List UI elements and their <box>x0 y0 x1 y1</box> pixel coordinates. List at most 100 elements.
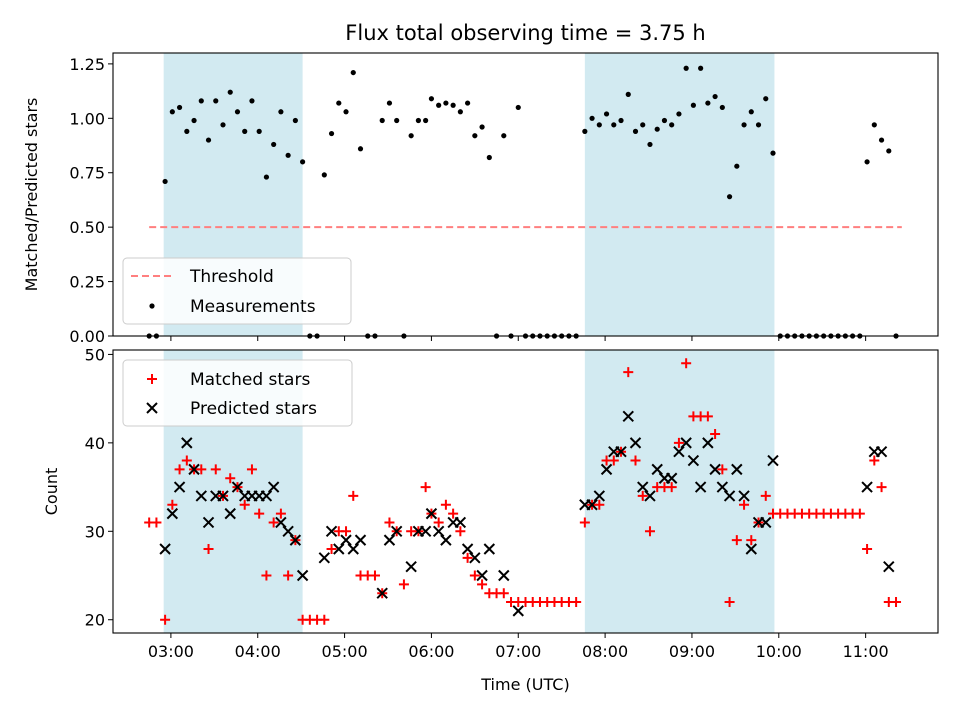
measurement-point <box>640 122 646 128</box>
matched-star-marker <box>608 455 619 466</box>
measurement-point <box>336 100 342 106</box>
y-tick-label: 1.00 <box>69 109 105 128</box>
measurement-point <box>328 130 335 137</box>
predicted-star-marker <box>687 454 700 467</box>
x-tick-label: 07:00 <box>495 642 541 661</box>
legend-matched-label: Matched stars <box>190 370 310 390</box>
predicted-star-marker <box>354 534 367 546</box>
matched-star-marker <box>455 526 466 537</box>
matched-star-marker <box>644 526 655 537</box>
predicted-star-marker <box>202 516 215 529</box>
measurement-point <box>596 122 602 128</box>
measurement-point <box>647 141 653 148</box>
matched-star-marker <box>275 508 286 519</box>
measurement-point <box>436 102 442 108</box>
measurement-point <box>408 133 414 139</box>
predicted-star-marker <box>260 490 273 502</box>
measurement-point <box>249 98 255 104</box>
measurement-point <box>589 115 595 121</box>
predicted-star-marker <box>586 499 598 511</box>
matched-star-marker <box>196 464 207 475</box>
matched-star-marker <box>261 570 272 581</box>
measurement-point <box>162 178 168 185</box>
predicted-star-marker <box>267 481 280 493</box>
y-tick-label: 30 <box>85 522 105 541</box>
measurement-point <box>632 128 639 134</box>
x-tick-label: 10:00 <box>756 642 802 661</box>
top-series-layer <box>146 65 902 339</box>
predicted-star-marker <box>469 552 481 564</box>
predicted-star-marker <box>875 445 888 458</box>
measurement-point <box>450 102 456 108</box>
matched-star-marker <box>384 517 395 528</box>
measurement-point <box>350 69 356 76</box>
matched-star-marker <box>579 517 590 528</box>
matched-star-marker <box>167 499 178 510</box>
predicted-star-marker <box>723 490 736 502</box>
matched-star-marker <box>181 455 192 466</box>
matched-star-marker <box>268 517 279 528</box>
measurement-point <box>582 128 588 134</box>
measurement-point <box>457 109 463 115</box>
matched-star-marker <box>666 482 677 493</box>
measurement-point <box>191 117 197 124</box>
predicted-star-marker <box>644 490 656 502</box>
y-tick-label: 0.25 <box>69 273 105 292</box>
predicted-star-marker <box>325 525 338 538</box>
measurement-point <box>755 122 762 128</box>
measurement-point <box>705 100 711 106</box>
predicted-star-marker <box>181 437 193 449</box>
matched-star-marker <box>462 552 473 563</box>
measurement-point <box>683 65 689 71</box>
shaded-region <box>584 53 775 336</box>
predicted-star-marker <box>593 490 606 502</box>
measurement-point <box>661 117 668 124</box>
measurement-point <box>278 109 284 115</box>
matched-star-marker <box>369 570 380 581</box>
predicted-star-marker <box>195 490 207 502</box>
measurement-point <box>479 124 485 130</box>
predicted-star-marker <box>231 481 244 493</box>
measurement-point <box>864 159 870 165</box>
measurement-point <box>220 122 226 128</box>
measurement-point <box>394 117 400 124</box>
matched-star-marker <box>246 464 257 475</box>
matched-star-marker <box>398 579 409 590</box>
x-tick-label: 04:00 <box>235 642 281 661</box>
matched-star-marker <box>210 464 221 475</box>
matched-star-marker <box>225 473 236 484</box>
predicted-star-marker <box>188 463 200 476</box>
predicted-star-marker <box>282 525 294 538</box>
matched-star-marker <box>433 517 444 528</box>
predicted-star-marker <box>673 445 685 458</box>
matched-star-marker <box>869 455 880 466</box>
predicted-star-marker <box>637 481 649 493</box>
matched-star-marker <box>254 508 265 519</box>
measurement-point <box>271 141 277 148</box>
matched-star-marker <box>341 526 352 537</box>
legend-matched-swatch <box>147 374 157 384</box>
predicted-star-marker <box>461 543 474 555</box>
matched-star-marker <box>739 499 750 510</box>
predicted-star-marker <box>680 437 692 449</box>
predicted-star-marker <box>600 463 613 476</box>
legend-predicted-label: Predicted stars <box>190 399 317 419</box>
predicted-star-marker <box>498 569 510 582</box>
predicted-star-marker <box>340 534 352 546</box>
measurement-point <box>719 104 725 111</box>
matched-star-marker <box>731 535 742 546</box>
matched-star-marker <box>174 464 185 475</box>
measurement-point <box>712 93 718 100</box>
matched-star-marker <box>440 499 451 510</box>
x-tick-label: 06:00 <box>408 642 454 661</box>
measurement-point <box>213 98 219 104</box>
predicted-star-marker <box>217 490 229 502</box>
measurement-point <box>256 128 262 134</box>
measurement-point <box>698 65 704 71</box>
predicted-star-marker <box>883 560 895 573</box>
matched-star-marker <box>239 499 250 510</box>
matched-star-marker <box>637 490 648 501</box>
top-y-axis-label: Matched/Predicted stars <box>22 98 41 292</box>
predicted-star-marker <box>318 552 331 564</box>
